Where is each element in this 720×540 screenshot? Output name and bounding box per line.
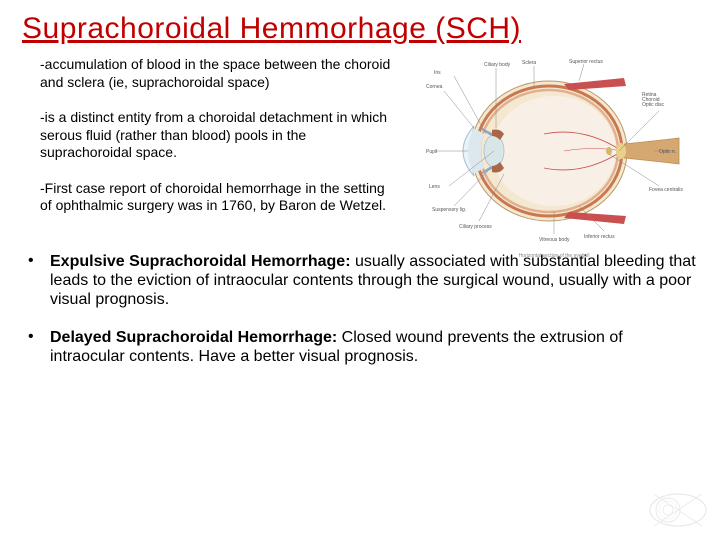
svg-text:Suspensory lig.: Suspensory lig. (432, 207, 466, 213)
slide-title: Suprachoroidal Hemmorhage (SCH) (0, 0, 720, 46)
intro-text-column: -accumulation of blood in the space betw… (40, 56, 400, 246)
content-row: -accumulation of blood in the space betw… (0, 46, 720, 246)
watermark-logo-icon (646, 486, 710, 534)
bullet-item: • Expulsive Suprachoroidal Hemorrhage: u… (22, 252, 698, 310)
svg-text:Superior rectus: Superior rectus (569, 59, 603, 65)
svg-text:Lens: Lens (429, 184, 440, 190)
eye-anatomy-diagram: Cornea Iris Ciliary body Sclera Superior… (424, 56, 684, 246)
bullet-text: Delayed Suprachoroidal Hemorrhage: Close… (50, 328, 698, 366)
svg-text:Ciliary process: Ciliary process (459, 224, 492, 230)
bullet-marker-icon: • (22, 328, 50, 366)
svg-text:Fovea centralis: Fovea centralis (649, 187, 683, 193)
diagram-caption: Horizontal section of the eyeball (424, 253, 684, 259)
intro-paragraph: -accumulation of blood in the space betw… (40, 56, 400, 91)
bullet-text: Expulsive Suprachoroidal Hemorrhage: usu… (50, 252, 698, 310)
svg-text:Choroid: Choroid (642, 97, 660, 103)
svg-text:Cornea: Cornea (426, 84, 443, 90)
bullet-marker-icon: • (22, 252, 50, 310)
svg-text:Iris: Iris (434, 70, 441, 76)
bullet-list: • Expulsive Suprachoroidal Hemorrhage: u… (0, 246, 720, 366)
svg-text:Vitreous body: Vitreous body (539, 237, 570, 243)
bullet-item: • Delayed Suprachoroidal Hemorrhage: Clo… (22, 328, 698, 366)
svg-text:Sclera: Sclera (522, 60, 536, 66)
bullet-bold-label: Expulsive Suprachoroidal Hemorrhage: (50, 253, 351, 270)
svg-text:Optic n.: Optic n. (659, 149, 676, 155)
eye-diagram-svg: Cornea Iris Ciliary body Sclera Superior… (424, 56, 684, 246)
svg-text:Ciliary body: Ciliary body (484, 62, 511, 68)
intro-paragraph: -First case report of choroidal hemorrha… (40, 180, 400, 215)
svg-text:Inferior rectus: Inferior rectus (584, 234, 615, 240)
intro-paragraph: -is a distinct entity from a choroidal d… (40, 109, 400, 162)
svg-text:Pupil: Pupil (426, 149, 437, 155)
diagram-column: Cornea Iris Ciliary body Sclera Superior… (410, 56, 698, 246)
bullet-bold-label: Delayed Suprachoroidal Hemorrhage: (50, 329, 337, 346)
